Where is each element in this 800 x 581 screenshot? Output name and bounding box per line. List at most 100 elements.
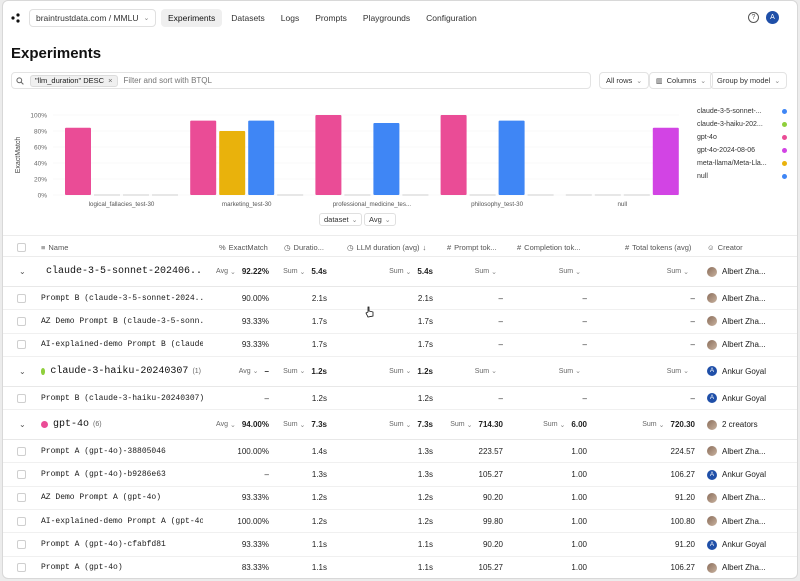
checkbox[interactable] — [17, 340, 26, 350]
aggregate-selector[interactable]: Sum ⌄ — [283, 421, 305, 429]
checkbox[interactable] — [17, 516, 26, 526]
aggregate-selector[interactable]: Sum ⌄ — [667, 268, 689, 276]
columns-button[interactable]: ▥ Columns ⌄ — [649, 72, 714, 89]
experiment-name[interactable]: Prompt B (claude-3-haiku-20240307) — [41, 393, 203, 403]
aggregate-selector[interactable]: Sum ⌄ — [475, 268, 497, 276]
group-by-dropdown[interactable]: Group by model ⌄ — [710, 72, 788, 89]
row-checkbox[interactable] — [17, 557, 26, 578]
cell-dur: 1.4s — [283, 440, 327, 462]
experiment-name[interactable]: AZ Demo Prompt B (claude-3-5-sonn... — [41, 316, 203, 326]
column-header-name[interactable]: ≡ Name — [41, 242, 69, 252]
table-row[interactable]: Prompt B (claude-3-haiku-20240307) – 1.2s 1… — [3, 387, 797, 411]
group-row[interactable]: ⌄ claude-3-5-sonnet-202406... Avg ⌄ 92.22% Su… — [3, 257, 797, 287]
cell-value: – — [690, 393, 695, 403]
nav-tab-playgrounds[interactable]: Playgrounds — [362, 13, 411, 23]
aggregate-selector[interactable]: Sum ⌄ — [389, 421, 411, 429]
table-row[interactable]: Prompt A (gpt-4o)-cfabfd81 93.33% 1.1s 1.1s… — [3, 533, 797, 557]
table-row[interactable]: Prompt A (gpt-4o) 83.33% 1.1s 1.1s 105.27 1.0… — [3, 557, 797, 578]
row-checkbox[interactable] — [17, 533, 26, 555]
nav-tab-prompts[interactable]: Prompts — [315, 13, 347, 23]
braintrust-logo-icon[interactable] — [11, 13, 21, 23]
aggregate-selector[interactable]: Sum ⌄ — [642, 421, 664, 429]
row-checkbox[interactable] — [17, 387, 26, 409]
select-all-checkbox[interactable] — [17, 236, 26, 258]
x-axis-selector[interactable]: dataset ⌄ — [319, 213, 363, 226]
column-header-prompt-tokens[interactable]: # Prompt tok... — [447, 242, 497, 252]
checkbox[interactable] — [17, 563, 26, 573]
checkbox[interactable] — [17, 470, 26, 480]
nav-tab-configuration[interactable]: Configuration — [426, 13, 477, 23]
experiment-name[interactable]: Prompt A (gpt-4o)-cfabfd81 — [41, 540, 166, 550]
row-checkbox[interactable] — [17, 334, 26, 356]
aggregate-selector[interactable]: Avg ⌄ — [216, 421, 236, 429]
checkbox[interactable] — [17, 446, 26, 456]
row-checkbox[interactable] — [17, 310, 26, 332]
aggregate-selector[interactable]: Avg ⌄ — [216, 268, 236, 276]
experiment-name[interactable]: Prompt A (gpt-4o)-38805046 — [41, 446, 166, 456]
experiment-name[interactable]: AI-explained-demo Prompt B (claude... — [41, 340, 203, 350]
checkbox[interactable] — [17, 540, 26, 550]
help-icon[interactable]: ? — [748, 12, 759, 23]
row-checkbox[interactable] — [17, 487, 26, 509]
table-row[interactable]: Prompt A (gpt-4o)-b9286e63 – 1.3s 1.3s 105.2… — [3, 464, 797, 487]
column-header-completion-tokens[interactable]: # Completion tok... — [517, 242, 581, 252]
checkbox[interactable] — [17, 316, 26, 326]
nav-tab-logs[interactable]: Logs — [280, 13, 300, 23]
user-avatar[interactable]: A — [766, 11, 779, 24]
column-header-total-tokens[interactable]: # Total tokens (avg) — [625, 242, 692, 252]
table-row[interactable]: AI-explained-demo Prompt A (gpt-4o) 100.0… — [3, 510, 797, 534]
nav-tab-experiments[interactable]: Experiments — [161, 9, 223, 27]
row-checkbox[interactable] — [17, 464, 26, 486]
experiment-name[interactable]: AZ Demo Prompt A (gpt-4o) — [41, 493, 162, 503]
aggregate-selector[interactable]: Avg ⌄ — [239, 367, 259, 376]
legend-item[interactable]: claude-3-5-sonnet-... — [697, 105, 787, 118]
sort-chip[interactable]: "llm_duration" DESC × — [30, 74, 118, 87]
nav-tab-datasets[interactable]: Datasets — [231, 13, 265, 23]
aggregate-selector[interactable]: Sum ⌄ — [475, 367, 497, 376]
group-row[interactable]: ⌄ gpt-4o (6) Avg ⌄ 94.00% Sum ⌄ 7.3s Sum ⌄ 7.3s Sum ⌄… — [3, 410, 797, 441]
checkbox[interactable] — [17, 493, 26, 503]
table-row[interactable]: AI-explained-demo Prompt B (claude... 93.… — [3, 334, 797, 357]
aggregate-selector[interactable]: Sum ⌄ — [667, 367, 689, 376]
legend-item[interactable]: gpt-4o — [697, 131, 787, 144]
filter-bar[interactable]: "llm_duration" DESC × — [11, 72, 591, 89]
expand-chevron-icon[interactable]: ⌄ — [19, 366, 26, 376]
btql-filter-input[interactable] — [123, 76, 524, 85]
org-project-selector[interactable]: braintrustdata.com / MMLU ⌄ — [29, 9, 157, 27]
expand-chevron-icon[interactable]: ⌄ — [19, 267, 26, 276]
aggregate-selector[interactable]: Sum ⌄ — [559, 268, 581, 276]
group-row[interactable]: ⌄ claude-3-haiku-20240307 (1) Avg ⌄ – Sum ⌄ 1.2s… — [3, 357, 797, 387]
row-checkbox[interactable] — [17, 440, 26, 462]
aggregate-selector[interactable]: Sum ⌄ — [283, 268, 305, 276]
aggregate-selector[interactable]: Sum ⌄ — [559, 367, 581, 376]
column-header-llm-duration[interactable]: ◷ LLM duration (avg) ↓ — [347, 242, 427, 252]
experiment-name[interactable]: Prompt B (claude-3-5-sonnet-2024... — [41, 293, 203, 303]
experiment-name[interactable]: AI-explained-demo Prompt A (gpt-4o) — [41, 516, 203, 526]
aggregate-selector[interactable]: Sum ⌄ — [450, 421, 472, 429]
table-row[interactable]: Prompt A (gpt-4o)-38805046 100.00% 1.4s 1.3… — [3, 440, 797, 464]
row-checkbox[interactable] — [17, 287, 26, 309]
aggregate-selector[interactable]: Sum ⌄ — [283, 367, 305, 376]
row-checkbox[interactable] — [17, 510, 26, 532]
checkbox[interactable] — [17, 293, 26, 303]
all-rows-dropdown[interactable]: All rows ⌄ — [599, 72, 650, 89]
checkbox[interactable] — [17, 393, 26, 403]
table-row[interactable]: Prompt B (claude-3-5-sonnet-2024... 90.00… — [3, 287, 797, 311]
legend-item[interactable]: null — [697, 170, 787, 183]
table-row[interactable]: AZ Demo Prompt A (gpt-4o) 93.33% 1.2s 1.2s 9… — [3, 487, 797, 511]
experiment-name[interactable]: Prompt A (gpt-4o) — [41, 563, 123, 573]
legend-item[interactable]: gpt-4o-2024-08-06 — [697, 144, 787, 157]
table-row[interactable]: AZ Demo Prompt B (claude-3-5-sonn... 93.3… — [3, 310, 797, 334]
expand-chevron-icon[interactable]: ⌄ — [19, 420, 26, 430]
column-header-creator[interactable]: ☺ Creator — [707, 242, 743, 252]
aggregate-selector[interactable]: Sum ⌄ — [389, 367, 411, 376]
aggregate-selector[interactable]: Sum ⌄ — [543, 421, 565, 429]
legend-item[interactable]: claude-3-haiku-202... — [697, 118, 787, 131]
legend-item[interactable]: meta-llama/Meta-Lla... — [697, 157, 787, 170]
experiment-name[interactable]: Prompt A (gpt-4o)-b9286e63 — [41, 470, 166, 480]
close-icon[interactable]: × — [108, 76, 113, 85]
column-header-duration[interactable]: ◷ Duratio... — [284, 242, 324, 252]
aggregate-selector[interactable]: Sum ⌄ — [389, 268, 411, 276]
aggregate-selector[interactable]: Avg ⌄ — [364, 213, 396, 226]
column-header-exactmatch[interactable]: % ExactMatch — [219, 242, 268, 252]
